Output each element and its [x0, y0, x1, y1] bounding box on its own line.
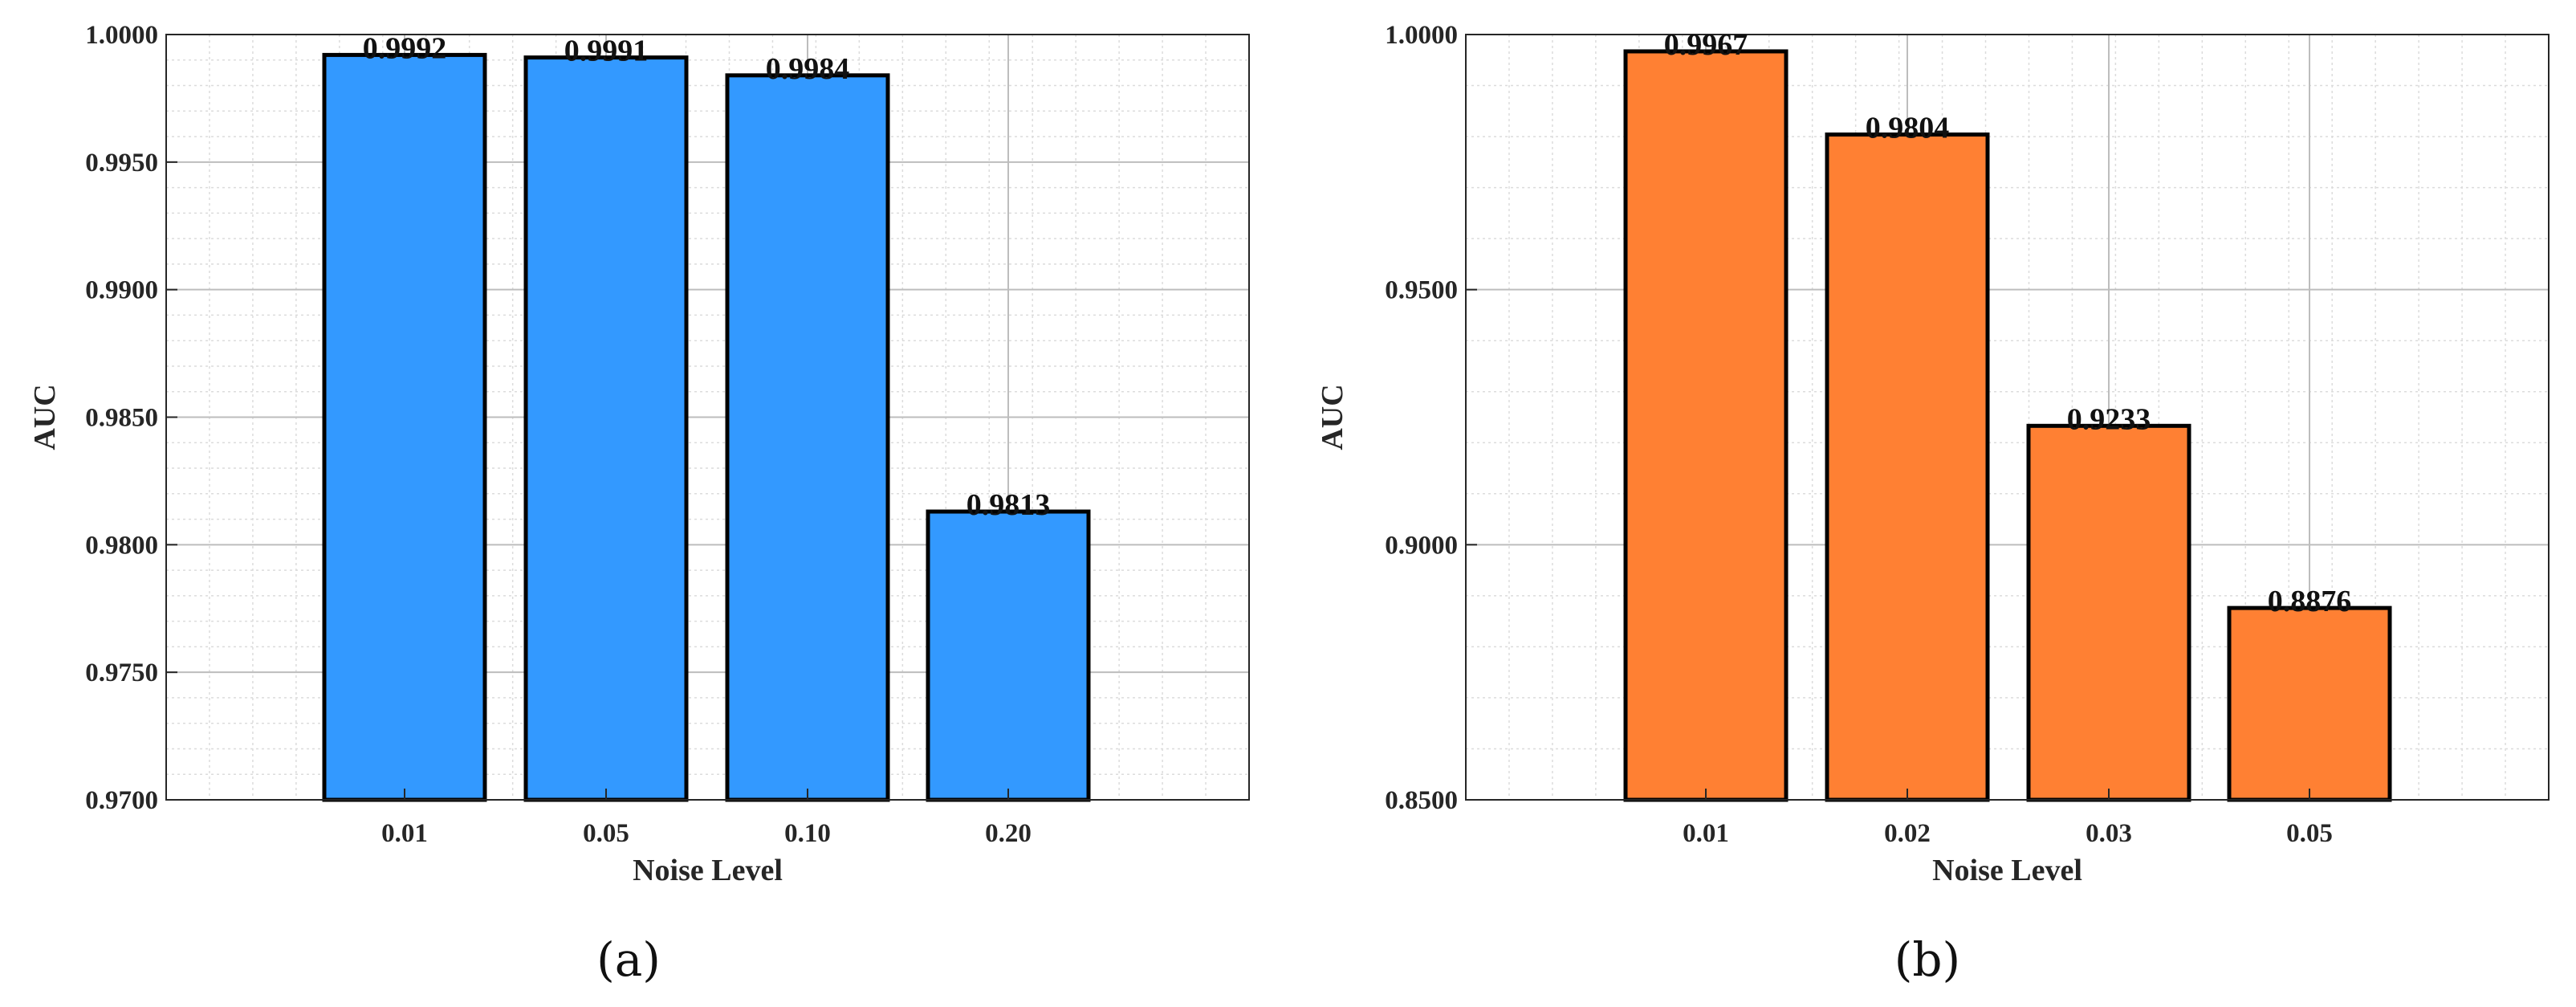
chart-a-caption: (a) — [596, 932, 661, 987]
chart-b-svg: 0.8500 0.9000 0.9500 1.0000 0.01 0.02 0.03 0.05… — [1316, 21, 2550, 987]
chart-a-ytick-label: 0.9950 — [85, 149, 158, 177]
chart-a-data-label: 0.9984 — [766, 52, 850, 86]
chart-a-ytick-label: 0.9850 — [85, 404, 158, 433]
chart-b-ytick-label: 1.0000 — [1385, 21, 1458, 50]
chart-a-ylabel: AUC — [28, 384, 62, 450]
chart-a-ytick-label: 0.9800 — [85, 531, 158, 560]
chart-a-xtick-label: 0.01 — [381, 819, 428, 848]
chart-b-axes-box — [1465, 34, 2550, 801]
chart-b-data-label: 0.9967 — [1664, 28, 1748, 62]
chart-b-bar — [1623, 49, 1789, 802]
chart-a-svg: 0.9700 0.9750 0.9800 0.9850 0.9900 0.9950 1.00… — [28, 21, 1250, 987]
chart-a-ytick-label: 0.9900 — [85, 276, 158, 305]
chart-a-bar — [725, 73, 890, 802]
chart-a-ytick-label: 1.0000 — [85, 21, 158, 50]
chart-b-ytick-label: 0.9000 — [1385, 531, 1458, 560]
chart-a-data-label: 0.9813 — [967, 488, 1051, 522]
chart-panel-a: 0.9700 0.9750 0.9800 0.9850 0.9900 0.9950 1.00… — [28, 21, 1250, 987]
chart-b-xlabel: Noise Level — [1932, 854, 2082, 887]
chart-a-xtick-label: 0.05 — [583, 819, 629, 848]
chart-b-data-label: 0.8876 — [2268, 585, 2352, 618]
chart-b-ylabel: AUC — [1316, 384, 1349, 450]
chart-a-ytick-label: 0.9750 — [85, 658, 158, 687]
chart-b-xtick-label: 0.01 — [1683, 819, 1729, 848]
chart-a-data-label: 0.9991 — [564, 35, 649, 68]
chart-a-bar — [322, 52, 487, 802]
chart-a-bar — [523, 55, 689, 802]
chart-b-ytick-label: 0.8500 — [1385, 786, 1458, 815]
chart-a-xtick-label: 0.20 — [985, 819, 1032, 848]
chart-b-data-label: 0.9233 — [2067, 402, 2151, 436]
chart-a-xlabel: Noise Level — [633, 854, 783, 887]
chart-b-caption: (b) — [1894, 932, 1960, 987]
chart-b-xtick-label: 0.05 — [2286, 819, 2333, 848]
chart-a-ytick-label: 0.9700 — [85, 786, 158, 815]
chart-a-data-label: 0.9992 — [363, 31, 447, 65]
chart-b-bar — [2026, 423, 2191, 802]
chart-b-xtick-label: 0.02 — [1884, 819, 1931, 848]
chart-b-xtick-label: 0.03 — [2086, 819, 2132, 848]
chart-panel-b: 0.8500 0.9000 0.9500 1.0000 0.01 0.02 0.03 0.05… — [1288, 0, 2576, 1007]
chart-b-bar — [1825, 132, 1990, 802]
chart-a-xtick-label: 0.10 — [784, 819, 831, 848]
chart-b-ytick-label: 0.9500 — [1385, 276, 1458, 305]
chart-b-bar — [2227, 605, 2392, 802]
chart-a-bar — [926, 509, 1091, 802]
chart-b-data-label: 0.9804 — [1866, 112, 1950, 145]
